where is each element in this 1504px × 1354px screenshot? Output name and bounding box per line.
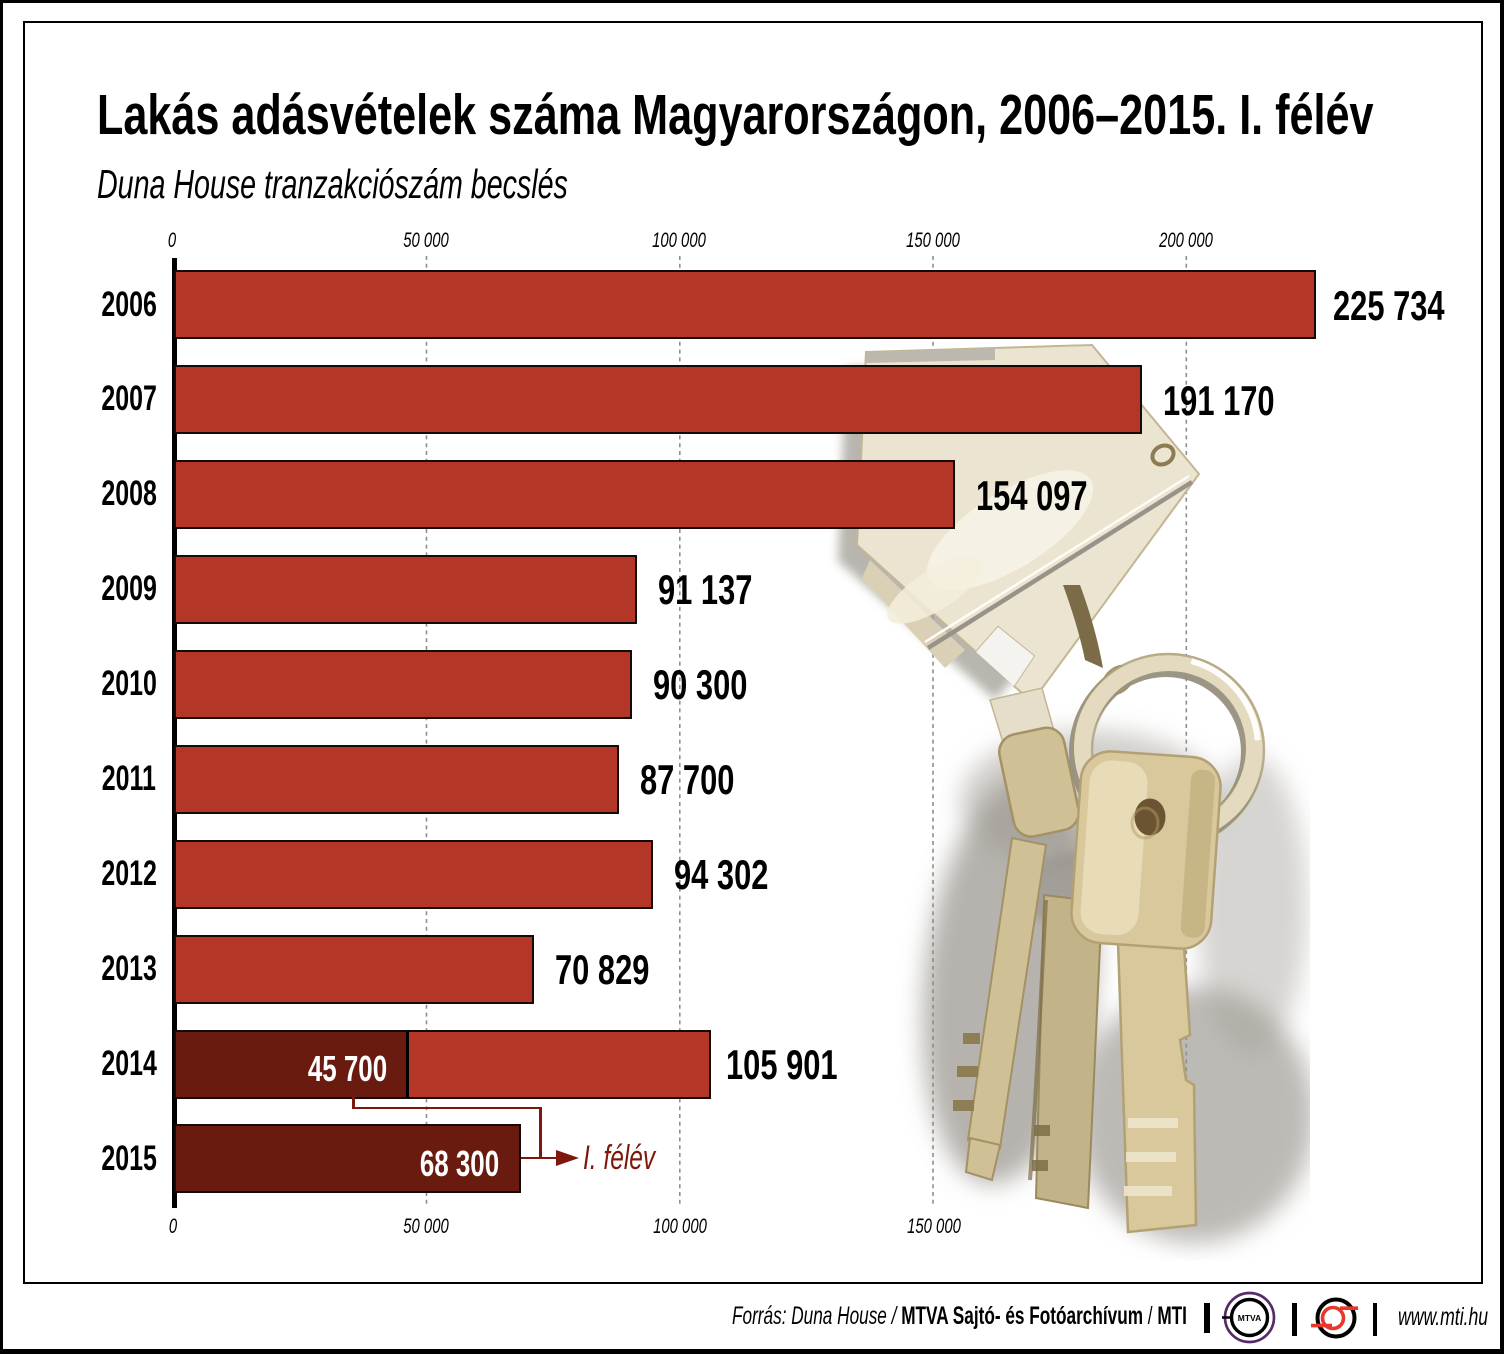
svg-text:MTVA: MTVA [1238,1313,1261,1323]
